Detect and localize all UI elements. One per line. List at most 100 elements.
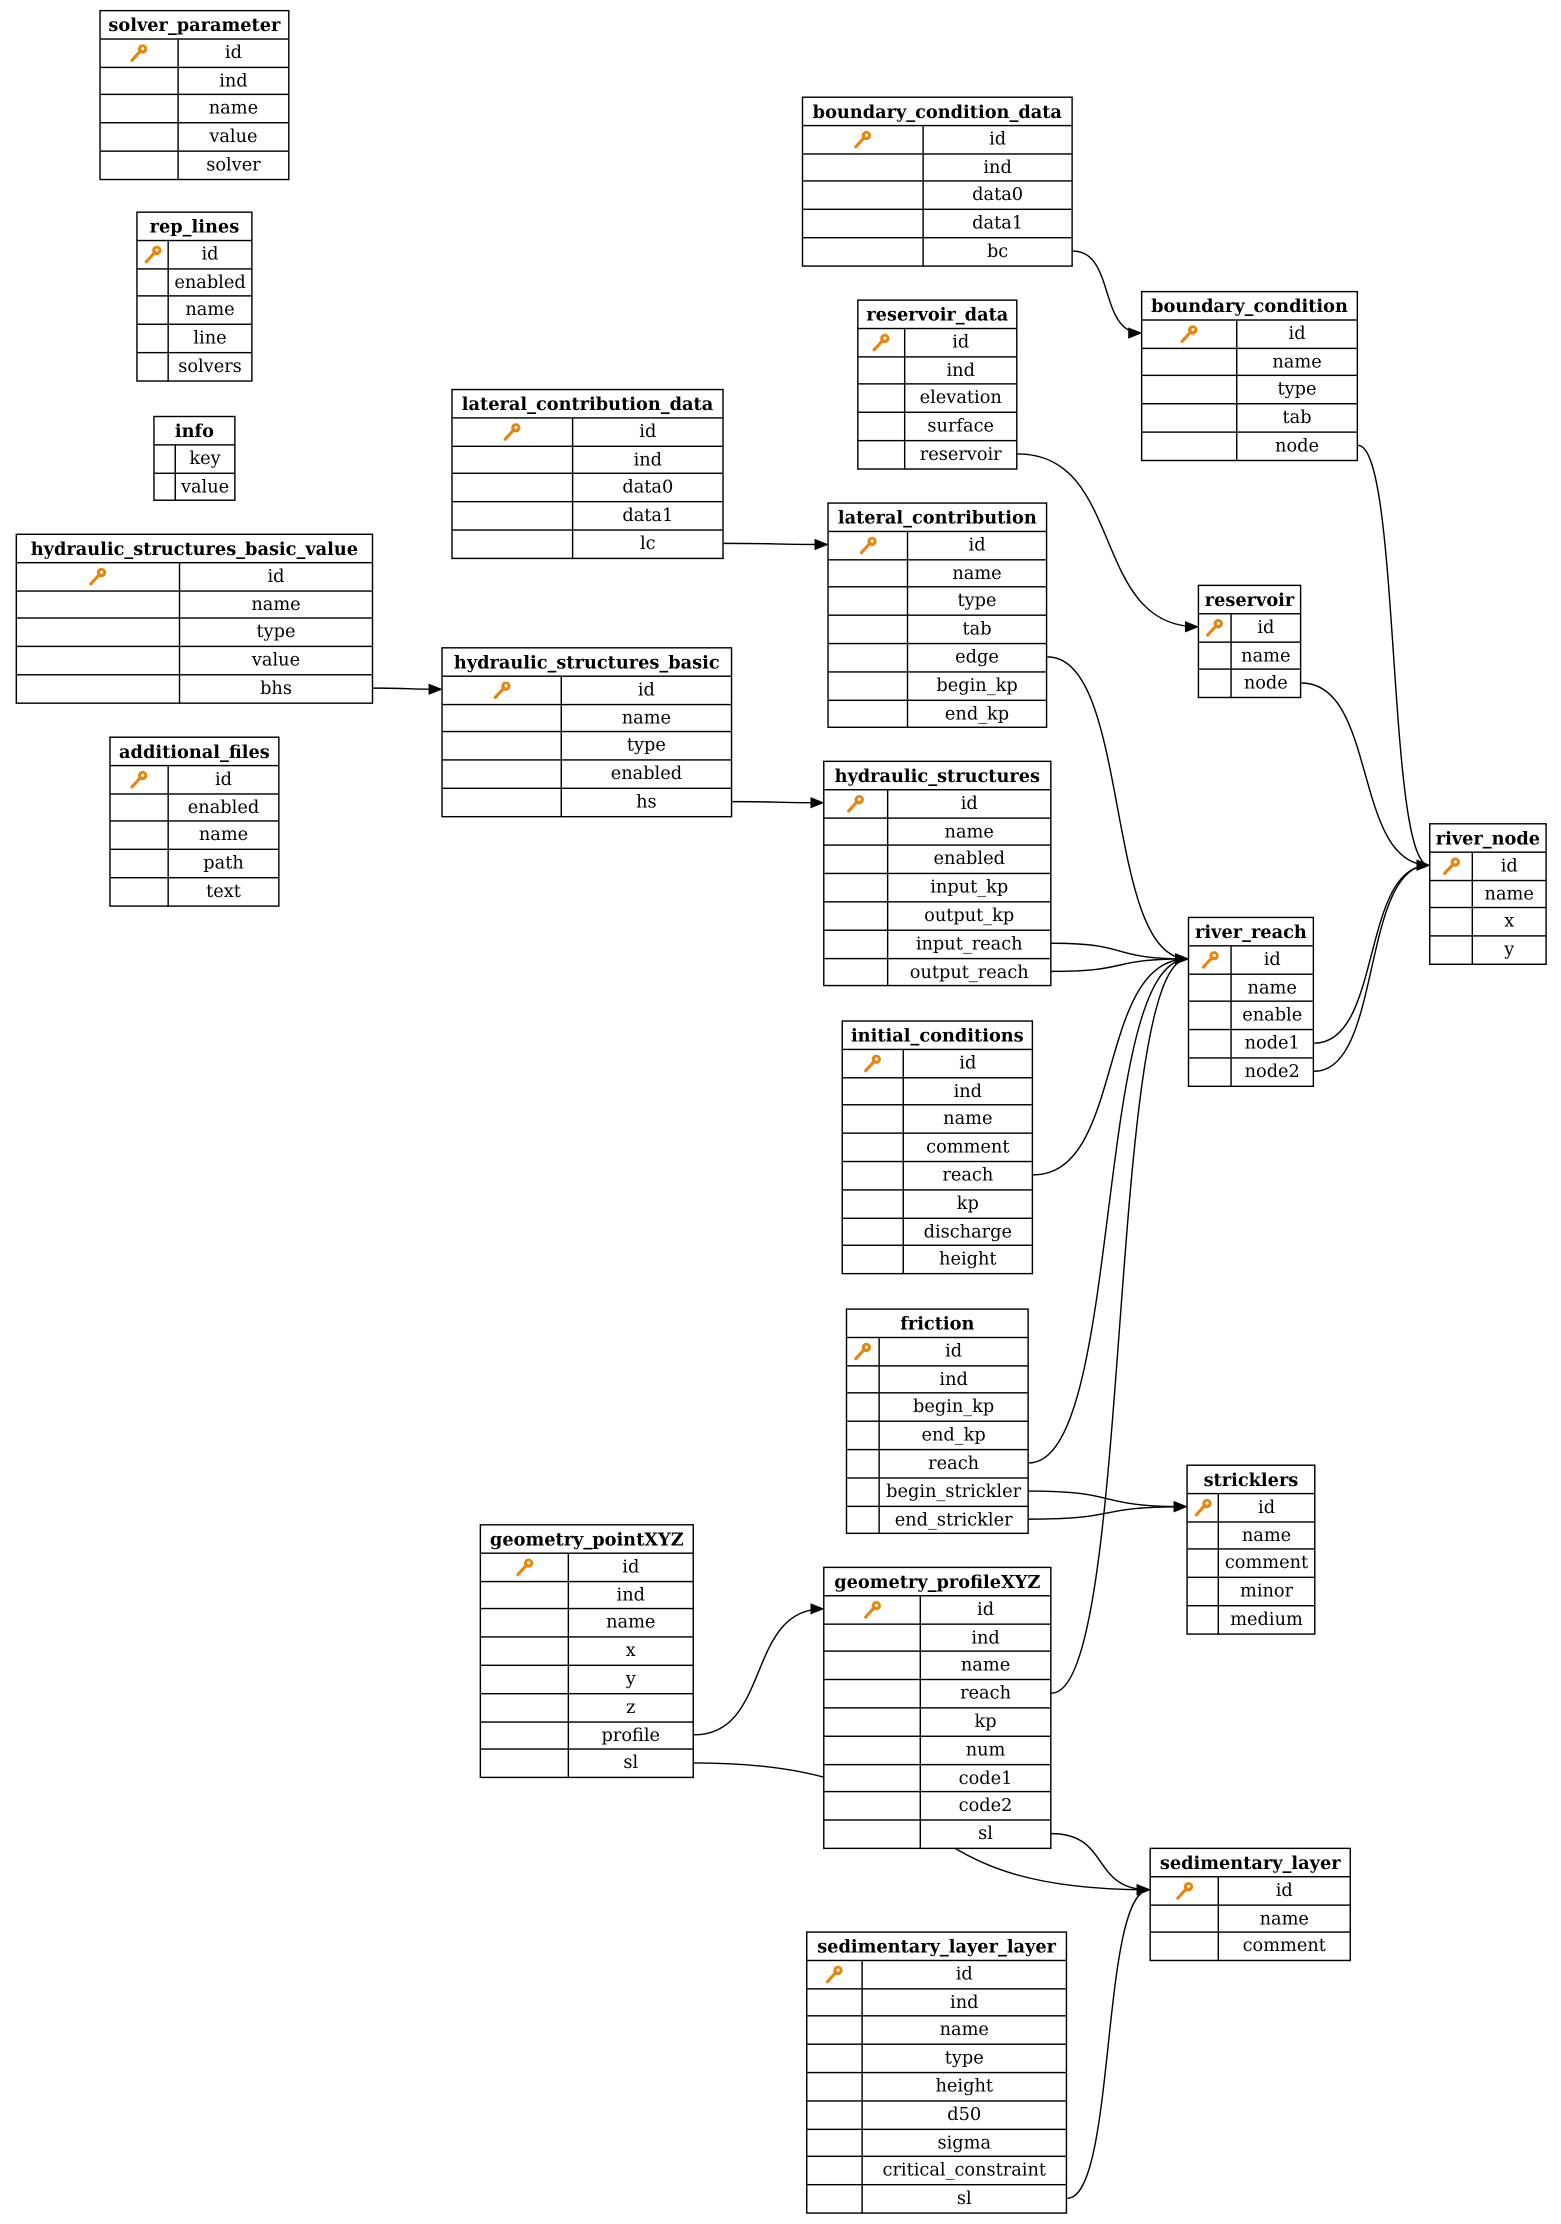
key-cell [111,822,169,849]
column-name: data1 [972,211,1024,233]
column-name: value [180,474,230,497]
table-column-row: type [442,732,731,761]
table-column-row: key [154,445,235,474]
key-cell [481,1694,570,1721]
key-cell [138,269,169,296]
table-column-row: input_kp [824,874,1051,903]
key-cell [824,930,889,958]
key-cell [843,1162,904,1189]
column-name: tab [1282,406,1312,428]
table-column-row: id [100,39,289,68]
primary-key-icon [847,1337,880,1365]
column-name: reservoir [919,442,1002,465]
column-name: end_kp [921,1423,986,1445]
key-cell [803,154,924,181]
table-column-row: enabled [110,794,279,823]
table-column-row: solver [101,151,288,180]
table-reservoir: reservoir id name node [1197,584,1302,699]
column-name: sl [978,1822,993,1844]
table-column-row: tab [828,616,1046,645]
column-name: id [952,330,970,352]
key-cell [481,1665,570,1693]
column-name: type [944,2046,984,2068]
key-cell [453,446,574,474]
key-cell [1188,1522,1219,1549]
column-name: text [206,879,241,902]
primary-key-icon [824,790,889,817]
column-name: name [943,1107,993,1129]
column-name: end_strickler [894,1507,1013,1530]
column-name: kp [974,1709,997,1732]
key-cell [1199,670,1232,699]
key-cell [807,2017,863,2044]
table-column-row: bc [803,238,1071,267]
key-cell [824,874,889,902]
key-cell [859,441,906,470]
column-name: output_kp [924,903,1015,926]
key-cell [847,1506,880,1535]
column-name: ind [983,155,1012,177]
column-name: enabled [933,847,1005,870]
key-cell [111,850,169,877]
key-cell [824,1624,921,1651]
key-cell [824,902,889,930]
primary-key-icon [101,39,179,67]
table-column-row: data1 [452,502,723,531]
column-name: name [952,561,1002,583]
key-cell [1189,1030,1232,1058]
table-column-row: medium [1188,1606,1314,1635]
key-cell [155,445,176,472]
table-column-row: name [1187,1522,1315,1551]
table-column-row: id [842,1049,1032,1078]
column-name: y [625,1667,636,1689]
column-name: name [1241,1523,1292,1545]
column-name: discharge [923,1219,1013,1242]
primary-key-icon [1430,852,1474,880]
key-cell [1188,1606,1219,1635]
column-name: ind [616,1583,646,1605]
column-name: id [955,1962,973,1984]
key-cell [807,1988,863,2016]
table-column-row: name [1199,642,1300,671]
table-column-row: name [110,822,279,851]
table-title: river_reach [1189,918,1313,947]
table-title: initial_conditions [842,1022,1032,1050]
table-boundary-condition-data: boundary_condition_data id ind data0 data1 bc [801,96,1073,267]
table-column-row: output_reach [824,958,1050,987]
column-name: id [945,1339,963,1361]
table-title: sedimentary_layer_layer [807,1933,1066,1961]
key-cell [1189,1002,1232,1030]
column-name: surface [927,414,995,436]
column-name: name [606,1611,656,1633]
column-name: ind [939,1367,968,1389]
table-column-row: id [110,766,279,795]
primary-key-icon [843,1049,904,1077]
table-column-row: node [1142,432,1356,461]
table-column-row: begin_strickler [847,1478,1028,1507]
table-column-row: z [481,1694,693,1723]
table-title: friction [847,1310,1028,1338]
table-column-row: comment [1187,1550,1315,1579]
key-cell [443,760,562,788]
column-name: id [639,419,657,442]
column-name: medium [1230,1607,1303,1630]
key-cell [1430,908,1474,936]
key-cell [101,123,179,151]
table-column-row: sigma [807,2129,1066,2158]
table-column-row: name [828,559,1046,589]
table-column-row: id [807,1960,1066,1989]
key-cell [843,1246,904,1275]
key-cell [824,1708,921,1736]
column-name: hs [636,790,657,812]
table-column-row: minor [1187,1578,1315,1607]
column-name: enable [1242,1003,1303,1026]
table-column-row: id [1142,320,1357,349]
column-name: node1 [1244,1031,1300,1054]
key-cell [847,1422,880,1449]
table-column-row: y [481,1665,693,1695]
table-river-reach: river_reach id name enable node1 node2 [1187,916,1315,1087]
table-column-row: sl [824,1820,1050,1850]
table-column-row: name [1142,348,1357,377]
relation-edge-friction-end-strickler-to-stricklers [1028,1500,1188,1520]
column-name: z [626,1695,636,1717]
